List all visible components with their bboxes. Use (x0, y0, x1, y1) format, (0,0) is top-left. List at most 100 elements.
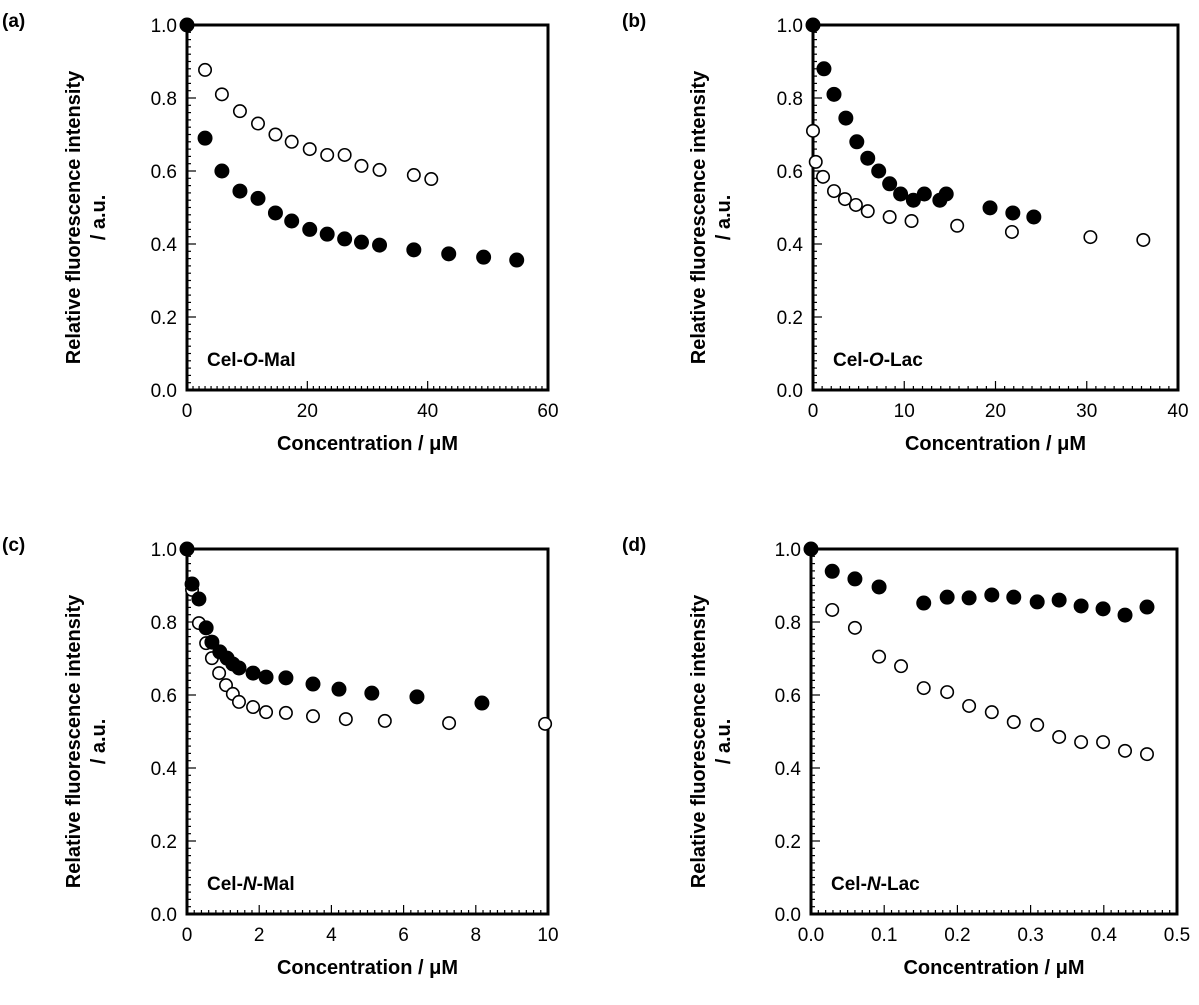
sample-name-italic: O (243, 350, 258, 371)
data-point-filled (337, 231, 353, 247)
data-point-open (305, 709, 320, 724)
data-point-filled (803, 541, 819, 557)
data-point-open (916, 681, 931, 696)
data-point-filled (409, 689, 425, 705)
data-point-filled (939, 589, 955, 605)
data-point-filled (509, 252, 525, 268)
data-point-open (940, 685, 955, 700)
data-point-filled (961, 590, 977, 606)
x-tick-label: 40 (1167, 401, 1188, 422)
y-tick-label: 0.0 (775, 905, 801, 926)
y-axis-title: Relative fluorescence intensity (688, 594, 710, 888)
x-tick-label: 20 (297, 401, 318, 422)
data-point-filled (204, 634, 220, 650)
y-axis-unit: / a.u. (88, 195, 110, 241)
data-point-open (1136, 232, 1151, 247)
sample-name: Cel-O-Mal (207, 350, 296, 371)
x-tick-label: 0.0 (798, 925, 824, 946)
sample-name-suffix: -Lac (884, 350, 924, 371)
y-tick-label: 0.2 (777, 308, 803, 329)
data-point-open (231, 694, 246, 709)
y-tick-label: 0.4 (151, 759, 178, 780)
data-point-open (1052, 729, 1067, 744)
data-point-open (250, 116, 265, 131)
data-point-filled (250, 190, 266, 206)
data-point-filled (916, 595, 932, 611)
x-axis-title: Concentration / μM (277, 957, 458, 979)
data-point-filled (871, 163, 887, 179)
panel-label: (a) (2, 11, 25, 32)
data-point-filled (191, 591, 207, 607)
data-point-filled (353, 234, 369, 250)
x-tick-label: 40 (417, 401, 438, 422)
sample-name-suffix: -Mal (258, 350, 296, 371)
x-tick-label: 8 (471, 925, 482, 946)
sample-name-prefix: Cel- (833, 350, 869, 371)
y-axis-title: Relative fluorescence intensity (63, 70, 85, 364)
data-point-open (837, 192, 852, 207)
x-tick-label: 0 (182, 401, 193, 422)
plot-frame (185, 23, 550, 392)
data-point-open (337, 147, 352, 162)
data-point-filled (816, 61, 832, 77)
data-point-filled (406, 242, 422, 258)
sample-name-suffix: -Lac (881, 874, 921, 895)
data-point-open (882, 209, 897, 224)
x-tick-label: 30 (1076, 401, 1097, 422)
data-point-open (1006, 715, 1021, 730)
y-tick-label: 0.0 (151, 905, 177, 926)
sample-name-italic: N (867, 874, 882, 895)
data-point-open (1004, 224, 1019, 239)
y-tick-label: 0.4 (777, 235, 804, 256)
x-tick-label: 0 (182, 925, 193, 946)
data-point-filled (372, 237, 388, 253)
data-point-open (872, 649, 887, 664)
x-axis-title: Concentration / μM (277, 433, 458, 455)
data-point-open (372, 162, 387, 177)
sample-name-suffix: -Mal (257, 874, 295, 895)
sample-name: Cel-N-Mal (207, 874, 295, 895)
data-point-open (284, 134, 299, 149)
data-point-filled (179, 17, 195, 33)
x-tick-label: 0.2 (944, 925, 970, 946)
data-point-open (268, 127, 283, 142)
data-point-filled (184, 576, 200, 592)
data-point-filled (984, 587, 1000, 603)
data-point-filled (860, 150, 876, 166)
data-point-filled (824, 563, 840, 579)
panel-label: (c) (2, 535, 25, 556)
x-tick-label: 0 (808, 401, 819, 422)
x-axis-title: Concentration / μM (903, 957, 1084, 979)
y-tick-label: 0.2 (151, 308, 177, 329)
y-tick-label: 0.6 (151, 162, 177, 183)
y-tick-label: 1.0 (775, 540, 801, 561)
x-tick-label: 0.5 (1164, 925, 1190, 946)
data-point-filled (1026, 209, 1042, 225)
data-point-filled (331, 681, 347, 697)
x-tick-label: 10 (537, 925, 558, 946)
data-point-filled (305, 676, 321, 692)
y-axis-unit: / a.u. (88, 719, 110, 765)
data-point-open (320, 147, 335, 162)
data-point-filled (302, 221, 318, 237)
data-point-open (1139, 747, 1154, 762)
data-point-filled (1073, 598, 1089, 614)
data-point-filled (197, 130, 213, 146)
data-point-open (338, 712, 353, 727)
data-point-filled (267, 205, 283, 221)
y-tick-label: 0.8 (777, 89, 803, 110)
data-point-filled (258, 669, 274, 685)
x-axis-title: Concentration / μM (905, 433, 1086, 455)
data-point-filled (838, 110, 854, 126)
x-tick-label: 2 (254, 925, 265, 946)
y-tick-label: 1.0 (151, 16, 177, 37)
y-axis-title: Relative fluorescence intensity (688, 70, 710, 364)
data-point-open (860, 204, 875, 219)
panel-label: (b) (622, 11, 646, 32)
data-point-filled (1006, 589, 1022, 605)
data-point-filled (284, 213, 300, 229)
data-point-open (894, 659, 909, 674)
x-tick-label: 0.1 (871, 925, 897, 946)
data-point-filled (871, 579, 887, 595)
data-point-open (1096, 735, 1111, 750)
